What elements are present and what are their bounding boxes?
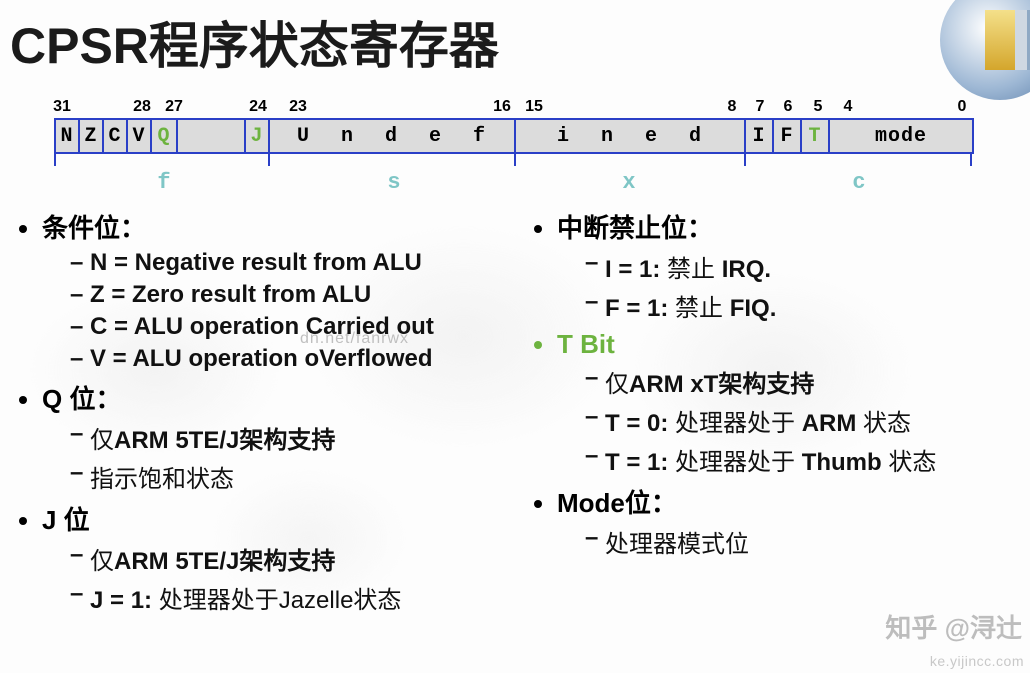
reg-cell: I: [746, 120, 774, 152]
page-title: CPSR程序状态寄存器: [0, 0, 1030, 78]
field-label-s: s: [387, 170, 400, 195]
bullet-item: V = ALU operation oVerflowed: [70, 345, 515, 373]
bit-label-27: 27: [165, 98, 183, 116]
field-tick: [744, 154, 746, 166]
field-label-f: f: [157, 170, 170, 195]
bullet-head: J 位: [42, 500, 515, 537]
reg-cell: mode: [830, 120, 972, 152]
watermark-bottom: ke.yijincc.com: [930, 653, 1024, 669]
bit-label-7: 7: [756, 98, 765, 116]
bullet-item: T = 0: 处理器处于 ARM 状态: [585, 403, 1030, 438]
bullet-head: Q 位：: [42, 379, 515, 416]
reg-cell: J: [246, 120, 270, 152]
bullet-item: 仅ARM 5TE/J架构支持: [70, 541, 515, 576]
bullet-head: 条件位：: [42, 208, 515, 245]
register-row: NZCVQ JU n d e fi n e dIFTmode: [54, 118, 974, 154]
bullet-item: N = Negative result from ALU: [70, 249, 515, 277]
bit-label-8: 8: [728, 98, 737, 116]
bit-label-15: 15: [525, 98, 543, 116]
bullet-item: 仅ARM 5TE/J架构支持: [70, 420, 515, 455]
bullet-item: C = ALU operation Carried out: [70, 313, 515, 341]
bullet-head: Mode位：: [557, 483, 1030, 520]
bit-label-23: 23: [289, 98, 307, 116]
bit-label-5: 5: [814, 98, 823, 116]
bit-label-16: 16: [493, 98, 511, 116]
field-ticks: [54, 154, 974, 168]
field-label-row: fsxc: [54, 170, 974, 196]
reg-cell: Z: [80, 120, 104, 152]
reg-cell: i n e d: [516, 120, 746, 152]
bit-label-4: 4: [844, 98, 853, 116]
field-label-x: x: [622, 170, 635, 195]
field-tick: [514, 154, 516, 166]
reg-cell: N: [56, 120, 80, 152]
right-column: 中断禁止位： I = 1: 禁止 IRQ. F = 1: 禁止 FIQ. T Bit 仅…: [515, 202, 1030, 621]
bullet-item: T = 1: 处理器处于 Thumb 状态: [585, 442, 1030, 477]
field-tick: [54, 154, 56, 166]
reg-cell: C: [104, 120, 128, 152]
field-tick: [970, 154, 972, 166]
reg-cell: [178, 120, 246, 152]
left-column: 条件位： N = Negative result from ALU Z = Zero…: [0, 202, 515, 621]
field-label-c: c: [852, 170, 865, 195]
bit-label-28: 28: [133, 98, 151, 116]
bullet-head: 中断禁止位：: [557, 208, 1030, 245]
reg-cell: Q: [152, 120, 178, 152]
bullet-item: 仅ARM xT架构支持: [585, 364, 1030, 399]
bit-number-row: 31 28 27 24 23 16 15 8 7 6 5 4 0: [54, 98, 974, 118]
bullet-head: T Bit: [557, 329, 1030, 360]
reg-cell: U n d e f: [270, 120, 516, 152]
bit-label-6: 6: [784, 98, 793, 116]
bullet-item: 处理器模式位: [585, 524, 1030, 559]
reg-cell: T: [802, 120, 830, 152]
reg-cell: F: [774, 120, 802, 152]
reg-cell: V: [128, 120, 152, 152]
field-tick: [268, 154, 270, 166]
bullet-item: I = 1: 禁止 IRQ.: [585, 249, 1030, 284]
bullet-item: Z = Zero result from ALU: [70, 281, 515, 309]
bit-label-0: 0: [958, 98, 967, 116]
watermark-right: 知乎 @浔辻: [885, 608, 1022, 645]
register-diagram: 31 28 27 24 23 16 15 8 7 6 5 4 0 NZCVQ JU n d e fi n…: [54, 98, 974, 196]
bit-label-24: 24: [249, 98, 267, 116]
bullet-item: F = 1: 禁止 FIQ.: [585, 288, 1030, 323]
bullet-item: J = 1: 处理器处于Jazelle状态: [70, 580, 515, 615]
bullet-item: 指示饱和状态: [70, 459, 515, 494]
bit-label-31: 31: [53, 98, 71, 116]
